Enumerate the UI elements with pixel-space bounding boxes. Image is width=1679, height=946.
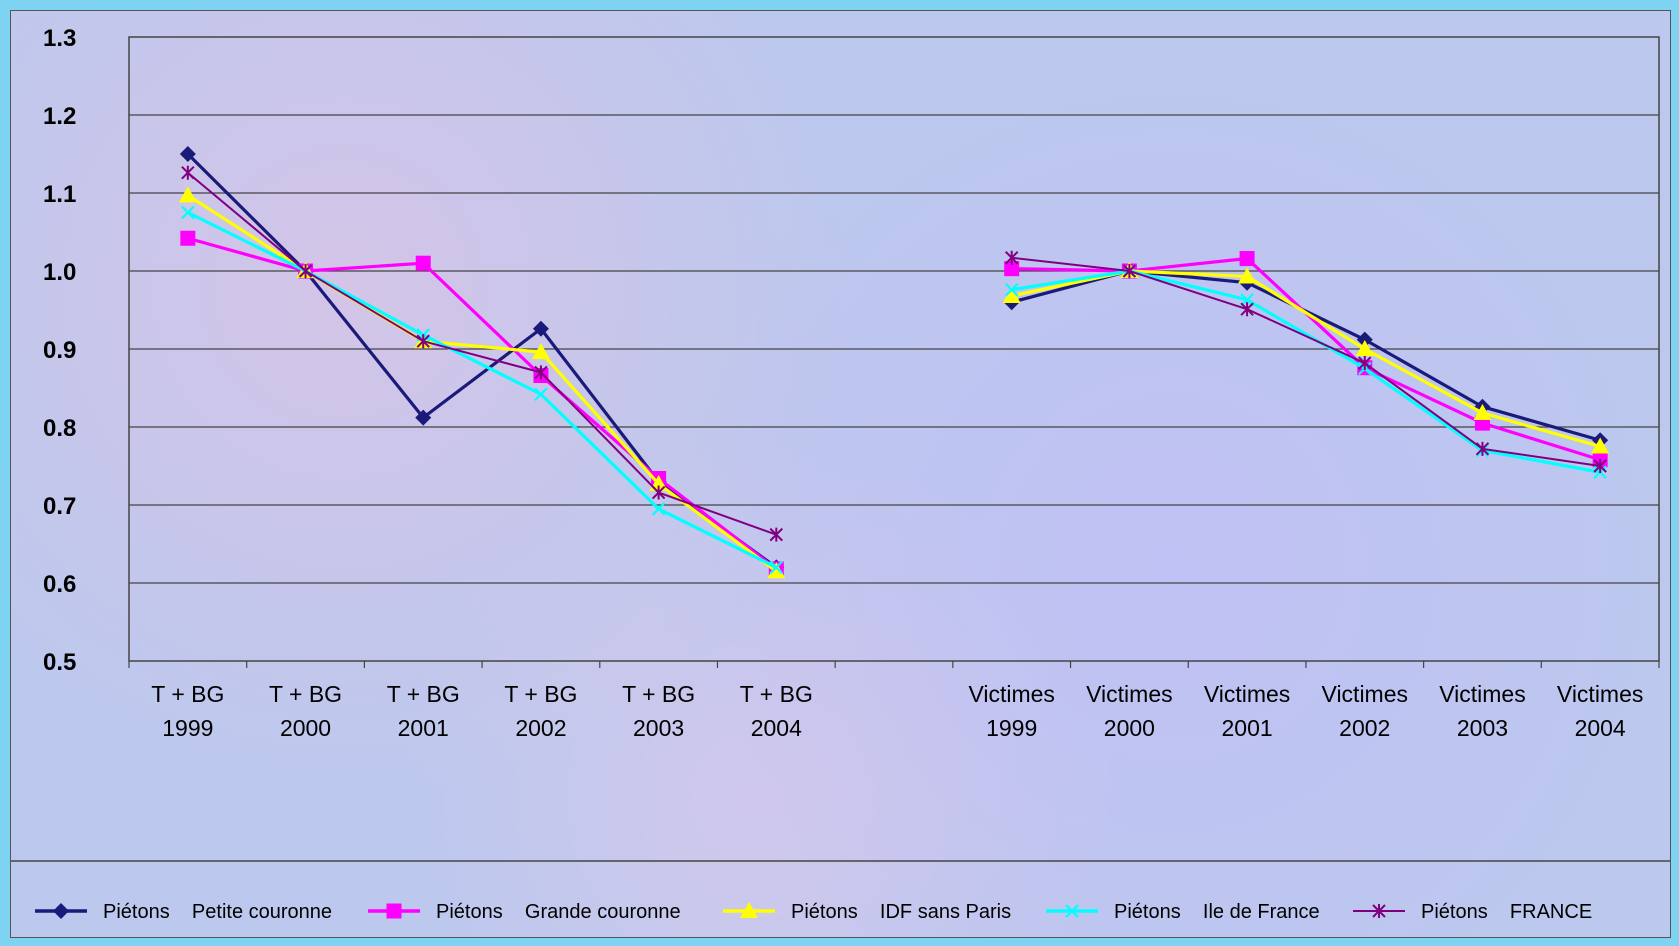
x-tick-label: T + BG (504, 681, 577, 707)
marker-star (769, 527, 784, 542)
x-tick-label: Victimes (1439, 681, 1526, 707)
y-tick-label: 0.9 (43, 337, 76, 364)
x-tick-label: Victimes (1086, 681, 1173, 707)
y-tick-label: 1.3 (43, 25, 76, 52)
x-tick-label: 2003 (633, 715, 684, 741)
marker-star (1122, 264, 1137, 278)
x-tick-label: T + BG (740, 681, 813, 707)
marker-x (651, 502, 666, 516)
marker-square (386, 903, 402, 919)
x-tick-label: T + BG (622, 681, 695, 707)
x-tick-label: 2004 (1575, 715, 1626, 741)
x-tick-label: 2003 (1457, 715, 1508, 741)
series-line (187, 171, 777, 536)
marker-square (180, 230, 196, 246)
x-tick-label: T + BG (387, 681, 460, 707)
legend: Piétons Petite couronne Piétons Grande co… (35, 901, 1592, 923)
marker-square (1004, 261, 1020, 277)
marker-x (181, 205, 195, 220)
series-line (1011, 256, 1601, 467)
x-tick-label: 2002 (1339, 715, 1390, 741)
y-tick-label: 0.5 (43, 649, 76, 676)
marker-triangle (767, 562, 786, 579)
marker-star (1004, 250, 1019, 265)
x-tick-label: T + BG (269, 681, 342, 707)
marker-star (1372, 904, 1386, 918)
x-tick-label: 2001 (398, 715, 449, 741)
marker-star (416, 334, 430, 349)
marker-triangle (1002, 286, 1021, 303)
marker-triangle (178, 186, 197, 203)
marker-star (1593, 459, 1607, 473)
x-tick-label: Victimes (968, 681, 1055, 707)
marker-triangle (1591, 437, 1610, 454)
marker-diamond (53, 903, 69, 919)
series-line (1011, 256, 1601, 462)
series-line (186, 152, 778, 569)
marker-triangle (1238, 267, 1257, 284)
x-tick-label: 1999 (986, 715, 1037, 741)
x-tick-label: 2002 (515, 715, 566, 741)
marker-triangle (1355, 340, 1374, 356)
marker-square (1239, 251, 1255, 267)
marker-triangle (740, 902, 758, 918)
marker-star (181, 165, 195, 180)
marker-star (298, 264, 313, 278)
y-tick-label: 1.0 (43, 259, 76, 286)
x-tick-label: 2000 (1104, 715, 1155, 741)
series-line (187, 211, 778, 569)
marker-diamond (1356, 331, 1373, 348)
axis-layer: 0.5 0.6 0.7 0.8 0.9 1.0 1.1 1.2 1.3 T + BG 1999 T +… (43, 25, 1660, 741)
y-tick-label: 0.8 (43, 415, 76, 442)
series-layer (178, 146, 1610, 579)
legend-label: Piétons FRANCE (1421, 901, 1592, 923)
marker-diamond (179, 146, 196, 162)
legend-label: Piétons Grande couronne (436, 901, 681, 923)
marker-star (1240, 302, 1254, 317)
x-tick-label: 2000 (280, 715, 331, 741)
grid-layer (128, 36, 1660, 662)
y-tick-label: 0.7 (43, 493, 76, 520)
legend-label: Piétons IDF sans Paris (791, 901, 1011, 923)
x-tick-label: 2001 (1221, 715, 1272, 741)
series-line (186, 193, 778, 573)
x-tick-label: 1999 (162, 715, 213, 741)
x-tick-label: 2004 (751, 715, 802, 741)
marker-star (651, 485, 666, 500)
marker-square (415, 255, 431, 271)
series-line (187, 236, 778, 571)
marker-x (1065, 904, 1079, 918)
marker-triangle (531, 343, 550, 360)
legend-label: Piétons Petite couronne (103, 901, 332, 923)
line-chart: 0.5 0.6 0.7 0.8 0.9 1.0 1.1 1.2 1.3 T + BG 1999 T +… (11, 25, 1670, 923)
legend-label: Piétons Ile de France (1114, 901, 1320, 923)
marker-x (1004, 282, 1019, 297)
y-tick-label: 1.2 (43, 103, 76, 130)
series-line (1011, 269, 1601, 442)
y-tick-label: 1.1 (43, 181, 76, 208)
marker-diamond (532, 320, 549, 337)
x-tick-label: Victimes (1557, 681, 1644, 707)
marker-diamond (415, 409, 432, 426)
series-line (1011, 269, 1601, 449)
marker-star (1358, 356, 1372, 371)
x-tick-label: Victimes (1204, 681, 1291, 707)
chart-frame: 0.5 0.6 0.7 0.8 0.9 1.0 1.1 1.2 1.3 T + BG 1999 T +… (10, 10, 1671, 938)
x-tick-label: T + BG (151, 681, 224, 707)
marker-triangle (1473, 403, 1492, 420)
marker-star (534, 365, 548, 380)
series-line (1011, 269, 1601, 474)
marker-x (534, 387, 548, 402)
x-tick-label: Victimes (1322, 681, 1409, 707)
marker-x (769, 560, 784, 575)
marker-star (1475, 441, 1490, 456)
y-tick-label: 0.6 (43, 571, 76, 598)
